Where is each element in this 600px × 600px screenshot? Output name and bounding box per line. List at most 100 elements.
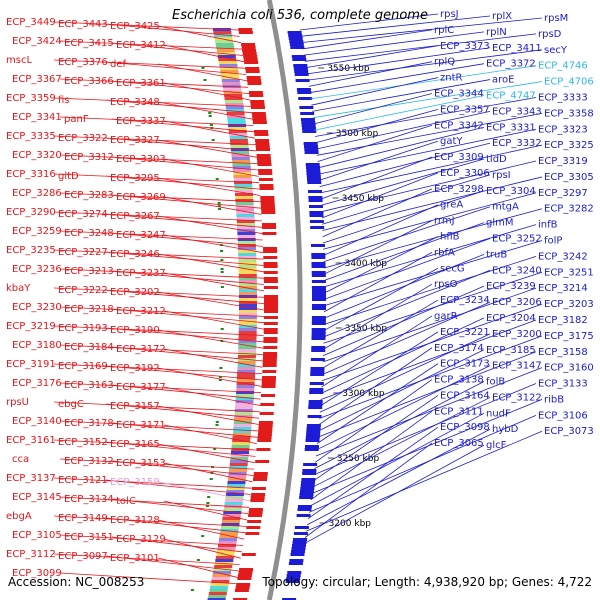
right-label-line xyxy=(322,190,485,244)
cog-stripe xyxy=(238,343,257,346)
left-gene-label: ECP_3303 xyxy=(116,154,166,165)
forward-gene-block xyxy=(300,487,315,490)
right-label-line xyxy=(318,126,485,169)
left-label-line xyxy=(53,477,252,489)
cog-stripe xyxy=(223,91,242,94)
cog-stripe xyxy=(216,49,235,52)
left-label-line xyxy=(111,156,259,171)
left-label-line xyxy=(53,59,246,69)
right-label-line xyxy=(323,271,543,344)
cog-stripe xyxy=(235,199,254,202)
cog-stripe xyxy=(229,136,248,139)
left-gene-label: ECP_3190 xyxy=(110,325,160,336)
left-label-line xyxy=(157,253,264,273)
forward-gene-block xyxy=(297,91,312,94)
forward-gene-block xyxy=(301,478,316,481)
cog-stripe xyxy=(229,139,248,142)
left-gene-label: ECP_3212 xyxy=(116,306,166,317)
cog-stripe xyxy=(215,40,234,43)
right-gene-label: rplN xyxy=(486,27,507,38)
right-label-line xyxy=(309,63,485,94)
cog-stripe xyxy=(236,211,255,214)
forward-gene-block xyxy=(310,358,325,361)
right-label-line xyxy=(322,283,433,350)
cog-stripe xyxy=(238,262,257,265)
cog-stripe xyxy=(218,541,237,544)
cog-stripe xyxy=(237,241,256,244)
right-gene-label: ECP_4706 xyxy=(544,77,594,88)
forward-gene-block xyxy=(306,175,321,178)
forward-gene-block xyxy=(293,532,308,535)
cog-stripe xyxy=(238,328,257,331)
cog-stripe xyxy=(224,502,243,505)
left-gene-label: ECP_3134 xyxy=(64,494,114,505)
reverse-gene-block xyxy=(251,493,266,496)
reverse-gene-block xyxy=(238,31,253,34)
forward-gene-block xyxy=(294,73,309,76)
forward-gene-block xyxy=(299,106,314,109)
right-label-line xyxy=(323,256,537,325)
marker-dot xyxy=(207,496,211,498)
reverse-gene-block xyxy=(256,448,271,451)
cog-stripe xyxy=(218,58,237,61)
forward-gene-block xyxy=(298,97,313,100)
left-label-line xyxy=(163,158,259,177)
reverse-gene-block xyxy=(249,508,263,511)
right-gene-label: ECP_3164 xyxy=(440,390,490,401)
left-gene-label: ECP_3366 xyxy=(64,76,114,87)
right-gene-label: ECP_3073 xyxy=(544,426,594,437)
forward-gene-block xyxy=(312,298,326,301)
cog-stripe xyxy=(236,217,255,220)
cog-stripe xyxy=(234,184,253,187)
cog-stripe xyxy=(222,514,241,517)
forward-gene-block xyxy=(309,220,324,223)
right-label-line xyxy=(322,287,537,363)
left-gene-label: ECP_3151 xyxy=(64,532,114,543)
cog-stripe xyxy=(227,484,246,487)
cog-stripe xyxy=(223,511,242,514)
left-gene-label: ECP_3227 xyxy=(58,247,108,258)
forward-gene-block xyxy=(311,262,326,265)
left-label-line xyxy=(53,325,264,336)
reverse-gene-block xyxy=(256,157,271,160)
cog-stripe xyxy=(209,589,228,592)
left-gene-label: ECP_3335 xyxy=(6,131,56,142)
reverse-gene-block xyxy=(241,553,256,556)
cog-stripe xyxy=(228,130,247,133)
reverse-gene-block xyxy=(262,361,277,364)
cog-stripe xyxy=(238,346,257,349)
cog-stripe xyxy=(230,145,249,148)
cog-stripe xyxy=(231,157,250,160)
genome-summary: Topology: circular; Length: 4,938,920 bp… xyxy=(262,575,592,589)
left-label-line xyxy=(59,116,254,126)
marker-dot xyxy=(208,115,212,117)
forward-gene-block xyxy=(306,433,321,436)
cog-stripe xyxy=(227,478,246,481)
left-gene-label: ECP_3327 xyxy=(110,135,160,146)
reverse-gene-block xyxy=(263,262,278,265)
reverse-gene-block xyxy=(255,142,270,145)
genome-backbone xyxy=(266,0,303,600)
left-label-line xyxy=(157,291,265,311)
right-gene-label: ECP_3358 xyxy=(544,108,594,119)
right-gene-label: ECP_3221 xyxy=(440,327,490,338)
right-label-line xyxy=(318,347,433,426)
right-gene-label: ECP_3252 xyxy=(492,234,542,245)
cog-stripe xyxy=(212,574,231,577)
cog-stripe xyxy=(225,103,244,106)
right-gene-label: ECP_3342 xyxy=(434,120,484,131)
cog-stripe xyxy=(238,259,257,262)
reverse-gene-block xyxy=(250,499,265,502)
forward-gene-block xyxy=(300,118,315,121)
left-gene-label: ECP_3230 xyxy=(12,302,62,313)
left-gene-label: ECP_3169 xyxy=(58,361,108,372)
right-label-line xyxy=(317,124,433,162)
forward-gene-block xyxy=(311,319,326,322)
cog-stripe xyxy=(238,313,257,316)
cog-stripe xyxy=(210,586,229,589)
left-gene-label: ECP_3235 xyxy=(6,245,56,256)
marker-dot xyxy=(220,250,224,252)
reverse-gene-block xyxy=(263,340,278,343)
left-gene-label: ECP_3161 xyxy=(6,435,56,446)
right-gene-label: ECP_3147 xyxy=(492,361,542,372)
